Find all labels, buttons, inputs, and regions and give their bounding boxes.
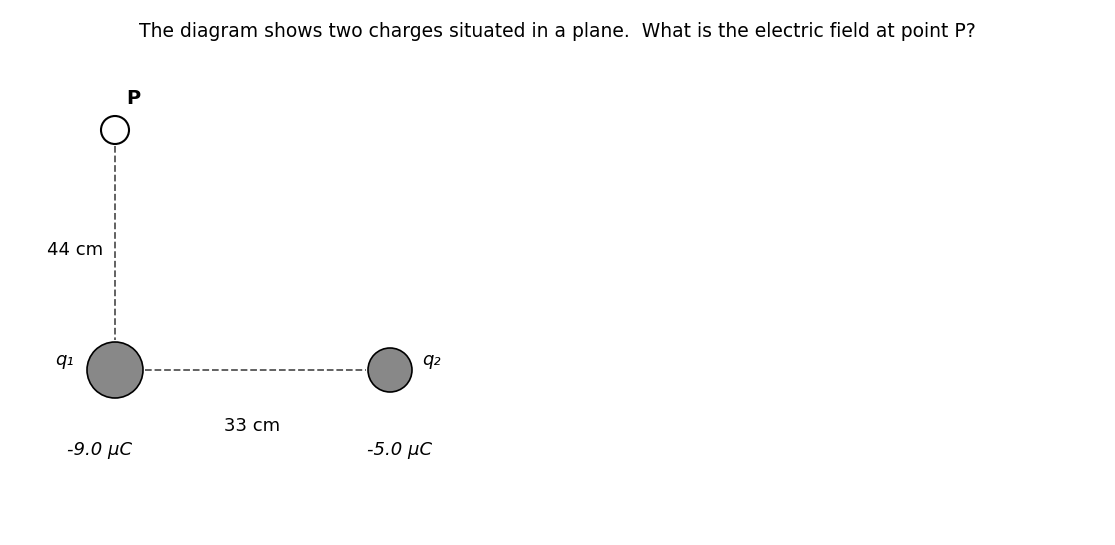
Text: P: P <box>126 89 140 108</box>
Circle shape <box>101 116 129 144</box>
Text: 44 cm: 44 cm <box>47 241 103 259</box>
Text: The diagram shows two charges situated in a plane.  What is the electric field a: The diagram shows two charges situated i… <box>139 22 976 41</box>
Text: q₂: q₂ <box>421 351 440 369</box>
Text: 33 cm: 33 cm <box>224 417 281 435</box>
Text: -5.0 μC: -5.0 μC <box>368 441 433 459</box>
Circle shape <box>368 348 413 392</box>
Circle shape <box>87 342 143 398</box>
Text: q₁: q₁ <box>55 351 74 369</box>
Text: -9.0 μC: -9.0 μC <box>67 441 133 459</box>
